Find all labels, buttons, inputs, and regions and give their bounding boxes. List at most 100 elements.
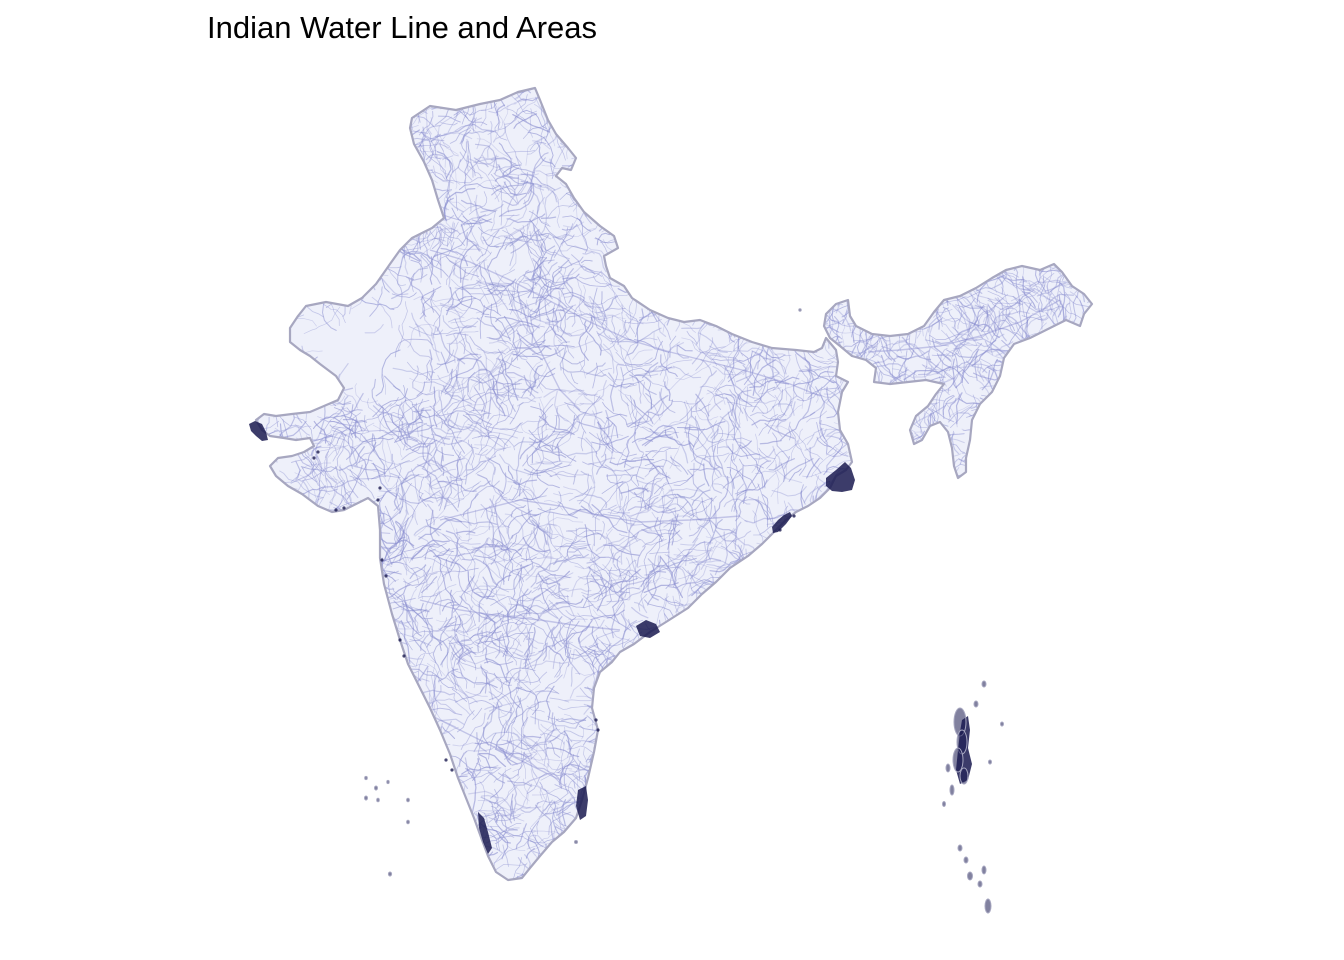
water-line [360, 819, 396, 828]
water-line [498, 183, 535, 218]
water-line [589, 580, 604, 597]
water-line [538, 638, 566, 653]
water-line [490, 173, 518, 204]
water-line [769, 845, 781, 880]
water-line [415, 202, 434, 220]
water-line [300, 513, 322, 533]
water-line [480, 612, 496, 644]
water-line [726, 148, 743, 191]
water-line [332, 491, 354, 515]
water-line [595, 450, 616, 472]
water-line [623, 777, 633, 810]
water-line [256, 848, 262, 868]
water-line [714, 393, 736, 416]
water-line [459, 244, 478, 283]
water-line [411, 439, 438, 452]
water-line [582, 724, 599, 746]
water-line [397, 301, 408, 352]
water-line [294, 396, 308, 406]
water-line [812, 526, 837, 538]
water-line [423, 826, 445, 849]
water-line [520, 597, 536, 605]
water-line [807, 592, 836, 605]
water-line [673, 632, 684, 657]
water-line [680, 781, 705, 791]
water-line [735, 175, 753, 200]
water-line [346, 227, 367, 235]
water-line [527, 820, 539, 849]
water-line [647, 816, 666, 851]
water-line [393, 460, 424, 495]
water-line [816, 422, 848, 457]
water-line [274, 116, 296, 136]
water-line [256, 232, 274, 243]
water-line [695, 670, 713, 692]
water-line [256, 186, 262, 191]
water-line [732, 685, 747, 727]
water-line [273, 874, 281, 880]
water-line [304, 618, 312, 644]
water-line [287, 863, 318, 868]
water-line [833, 113, 847, 152]
water-line [679, 752, 695, 772]
water-line [276, 618, 285, 668]
water-line [256, 541, 272, 566]
water-line [396, 725, 444, 734]
water-line [454, 291, 490, 315]
water-line [617, 70, 637, 85]
water-line [301, 129, 340, 139]
water-line [793, 516, 834, 524]
water-line [690, 752, 719, 759]
water-line [707, 608, 714, 631]
water-line [256, 500, 278, 526]
water-line [775, 191, 798, 211]
water-line [523, 755, 549, 773]
water-line [258, 641, 268, 665]
water-line [553, 554, 582, 566]
water-line [555, 228, 596, 238]
water-line [272, 184, 279, 211]
water-line [498, 371, 516, 412]
water-line [388, 207, 413, 236]
water-line [804, 428, 827, 451]
water-line [640, 269, 668, 276]
water-line [760, 700, 779, 712]
water-line [256, 264, 274, 278]
water-line [741, 127, 752, 149]
water-line [685, 138, 695, 163]
water-line [633, 822, 645, 851]
water-line [833, 853, 848, 872]
water-line [489, 774, 504, 799]
water-line [337, 826, 356, 864]
water-line [541, 575, 555, 594]
water-line [835, 569, 847, 614]
water-line [712, 720, 740, 734]
water-line [438, 808, 455, 838]
water-line [771, 341, 814, 348]
water-line [743, 351, 753, 385]
water-line [362, 854, 379, 870]
water-line [441, 601, 460, 612]
water-line [649, 293, 664, 306]
water-line [727, 808, 745, 840]
water-line [663, 593, 668, 621]
water-line [473, 387, 485, 413]
water-line [843, 152, 852, 156]
water-line [785, 821, 816, 832]
water-line [395, 170, 418, 201]
water-line [267, 751, 274, 783]
water-line [588, 432, 638, 457]
water-line [319, 132, 346, 155]
water-line [354, 580, 359, 605]
water-line [516, 611, 558, 639]
water-line [718, 213, 722, 247]
water-line [523, 778, 529, 805]
water-line [507, 175, 519, 213]
water-line [279, 559, 304, 582]
water-line [352, 671, 355, 693]
water-line [506, 645, 517, 666]
water-line [310, 462, 318, 474]
water-line [400, 786, 426, 809]
water-line [327, 667, 372, 682]
water-line [582, 125, 615, 139]
